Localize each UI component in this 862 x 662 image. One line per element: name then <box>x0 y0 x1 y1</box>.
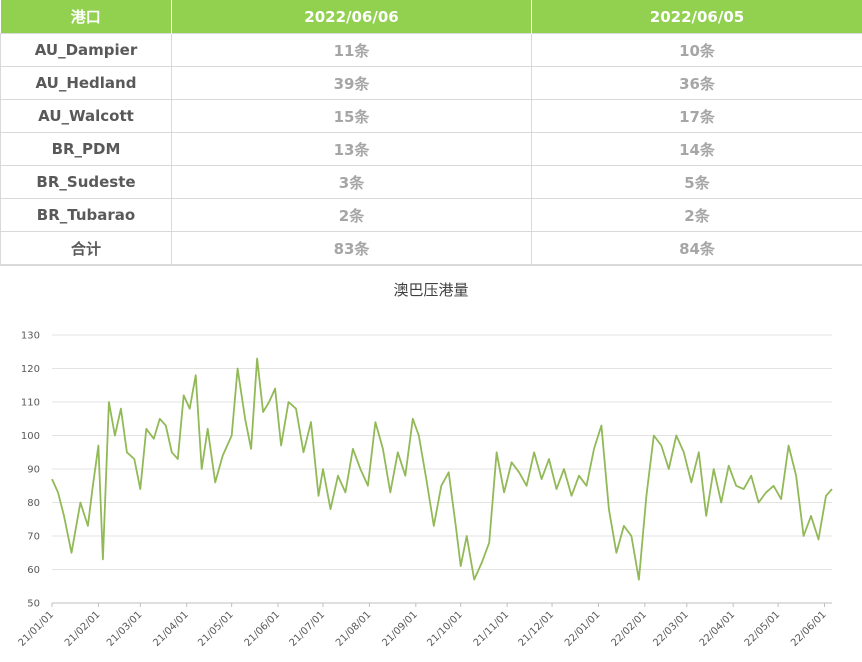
count-date-1: 39条 <box>172 67 532 100</box>
port-name: BR_Sudeste <box>1 166 172 199</box>
y-tick-label: 50 <box>27 599 40 610</box>
table-row: AU_Walcott 15条 17条 <box>1 100 862 133</box>
count-date-1: 2条 <box>172 199 532 232</box>
y-tick-label: 80 <box>27 498 40 509</box>
table-row: AU_Hedland 39条 36条 <box>1 67 862 100</box>
y-tick-label: 90 <box>27 465 40 476</box>
port-name: AU_Dampier <box>1 34 172 67</box>
x-tick-label: 21/08/01 <box>334 609 374 649</box>
count-date-1: 11条 <box>172 34 532 67</box>
count-date-1: 15条 <box>172 100 532 133</box>
y-tick-label: 110 <box>21 398 40 409</box>
table-row: AU_Dampier 11条 10条 <box>1 34 862 67</box>
x-tick-label: 21/09/01 <box>380 609 420 649</box>
count-date-2: 84条 <box>532 232 862 265</box>
y-tick-label: 100 <box>21 431 40 442</box>
header-date-2: 2022/06/05 <box>532 0 862 34</box>
x-tick-label: 22/02/01 <box>609 609 649 649</box>
y-axis: 50 60 70 80 90 100 110 120 130 <box>21 331 40 610</box>
x-tick-label: 22/04/01 <box>698 609 738 649</box>
table-row: BR_Tubarao 2条 2条 <box>1 199 862 232</box>
header-port: 港口 <box>1 0 172 34</box>
table-row-total: 合计 83条 84条 <box>1 232 862 265</box>
y-tick-label: 70 <box>27 532 40 543</box>
x-tick-label: 21/10/01 <box>425 609 465 649</box>
count-date-2: 10条 <box>532 34 862 67</box>
table-header-row: 港口 2022/06/06 2022/06/05 <box>1 0 862 34</box>
table-row: BR_PDM 13条 14条 <box>1 133 862 166</box>
x-tick-label: 21/11/01 <box>472 609 512 649</box>
x-tick-label: 22/01/01 <box>563 609 603 649</box>
count-date-2: 5条 <box>532 166 862 199</box>
count-date-2: 14条 <box>532 133 862 166</box>
port-name: AU_Walcott <box>1 100 172 133</box>
x-tick-label: 22/05/01 <box>743 609 783 649</box>
port-name: 合计 <box>1 232 172 265</box>
x-tick-label: 21/12/01 <box>517 609 557 649</box>
x-tick-label: 21/04/01 <box>151 609 191 649</box>
x-tick-label: 22/06/01 <box>789 609 829 649</box>
x-tick-label: 21/02/01 <box>63 609 103 649</box>
count-date-2: 17条 <box>532 100 862 133</box>
y-tick-label: 60 <box>27 565 40 576</box>
x-tick-label: 21/07/01 <box>288 609 328 649</box>
x-tick-label: 22/03/01 <box>651 609 691 649</box>
port-name: AU_Hedland <box>1 67 172 100</box>
x-tick-label: 21/06/01 <box>243 609 283 649</box>
port-name: BR_Tubarao <box>1 199 172 232</box>
x-tick-label: 21/03/01 <box>105 609 145 649</box>
port-name: BR_PDM <box>1 133 172 166</box>
y-tick-label: 120 <box>21 364 40 375</box>
y-tick-label: 130 <box>21 331 40 342</box>
x-tick-label: 21/05/01 <box>196 609 236 649</box>
header-date-1: 2022/06/06 <box>172 0 532 34</box>
count-date-2: 36条 <box>532 67 862 100</box>
count-date-2: 2条 <box>532 199 862 232</box>
count-date-1: 3条 <box>172 166 532 199</box>
table-row: BR_Sudeste 3条 5条 <box>1 166 862 199</box>
count-date-1: 13条 <box>172 133 532 166</box>
x-tick-label: 21/01/01 <box>17 609 57 649</box>
port-table: 港口 2022/06/06 2022/06/05 AU_Dampier 11条 … <box>0 0 862 265</box>
chart-title: 澳巴压港量 <box>393 281 468 299</box>
gridlines <box>52 335 832 603</box>
count-date-1: 83条 <box>172 232 532 265</box>
